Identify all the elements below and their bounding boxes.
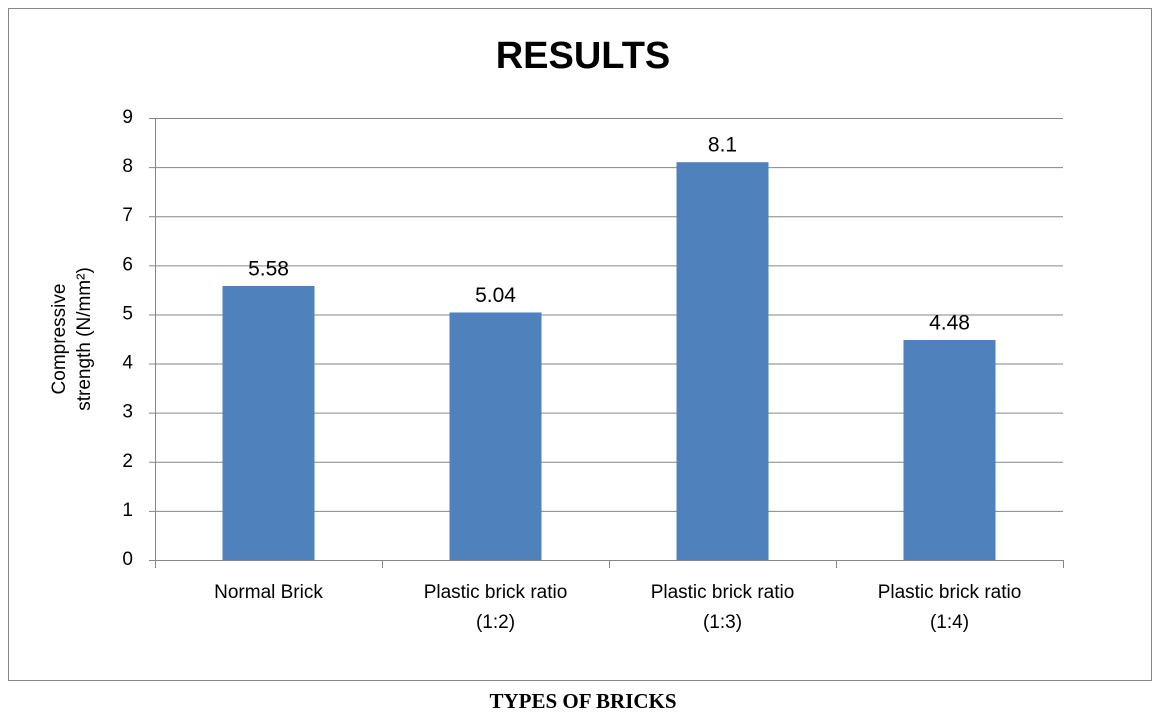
x-tick-label: Normal Brick (214, 582, 323, 603)
y-tick-label: 1 (122, 500, 133, 521)
x-tick-label: (1:2) (476, 612, 515, 633)
x-tick-label: (1:4) (930, 612, 969, 633)
bar (222, 285, 315, 560)
y-tick-label: 2 (122, 451, 133, 472)
y-tick-label: 8 (122, 156, 133, 177)
data-label: 4.48 (929, 312, 970, 335)
x-tick-label: Plastic brick ratio (651, 582, 795, 603)
x-tick-label: (1:3) (703, 612, 742, 633)
bar (676, 162, 769, 560)
y-tick-label: 0 (122, 549, 133, 570)
bar (449, 312, 542, 560)
y-axis-label-line: strength (N/mm²) (74, 267, 95, 411)
x-tick-label: Plastic brick ratio (424, 582, 568, 603)
y-tick-label: 5 (122, 303, 133, 324)
x-tick-label: Plastic brick ratio (878, 582, 1022, 603)
data-label: 8.1 (708, 134, 737, 157)
y-tick-label: 7 (122, 205, 133, 226)
y-axis-label: Compressive strength (N/mm²) (49, 267, 95, 411)
data-label: 5.58 (248, 258, 289, 281)
y-tick-label: 4 (122, 353, 133, 374)
bar (903, 339, 996, 560)
y-tick-label: 3 (122, 402, 133, 423)
y-tick-label: 9 (122, 107, 133, 128)
chart-title: RESULTS (496, 35, 671, 77)
x-axis-label: TYPES OF BRICKS (489, 689, 676, 713)
y-tick-label: 6 (122, 254, 133, 275)
data-label: 5.04 (475, 284, 516, 307)
y-axis-label-line: Compressive (49, 284, 70, 395)
